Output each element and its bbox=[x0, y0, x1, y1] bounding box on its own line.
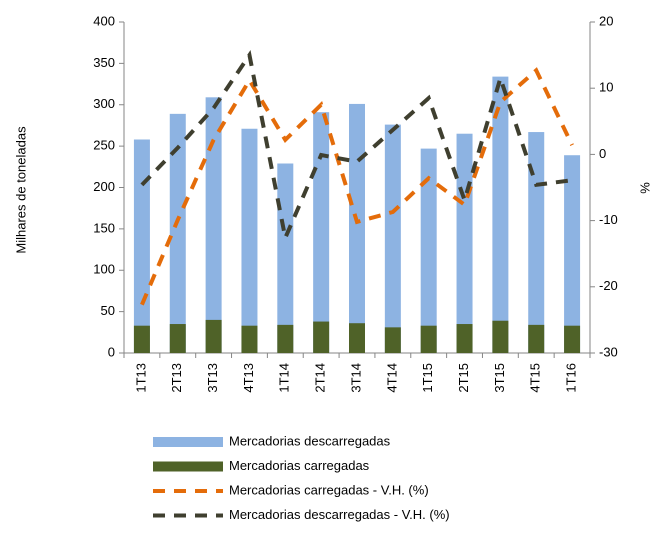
bar bbox=[349, 323, 365, 353]
bar bbox=[492, 76, 509, 354]
x-tick-label: 3T14 bbox=[348, 363, 363, 393]
legend-label: Mercadorias carregadas - V.H. (%) bbox=[229, 482, 429, 497]
bar bbox=[277, 324, 294, 353]
line bbox=[140, 49, 573, 245]
bar bbox=[205, 319, 222, 353]
y2-tick-label: -10 bbox=[599, 212, 618, 227]
x-tick-label: 4T13 bbox=[241, 363, 256, 393]
x-tick-label: 1T13 bbox=[133, 363, 148, 393]
bar bbox=[205, 97, 222, 354]
x-tick-label: 4T14 bbox=[384, 363, 399, 393]
line bbox=[140, 67, 574, 306]
x-tick-label: 2T14 bbox=[313, 363, 328, 393]
bar bbox=[133, 139, 150, 353]
bar bbox=[241, 128, 258, 353]
bar bbox=[456, 133, 473, 353]
bar bbox=[420, 148, 437, 353]
x-tick-label: 3T13 bbox=[205, 363, 220, 393]
x-tick-label: 4T15 bbox=[528, 363, 543, 393]
bar bbox=[169, 113, 186, 353]
y-tick-label: 200 bbox=[93, 179, 115, 194]
bar bbox=[349, 103, 365, 353]
y2-tick-label: 10 bbox=[599, 80, 613, 95]
bar bbox=[384, 327, 401, 353]
y-tick-label: 250 bbox=[93, 138, 115, 153]
bar bbox=[420, 325, 437, 353]
x-tick-label: 1T14 bbox=[277, 363, 292, 393]
bar bbox=[313, 321, 330, 353]
x-tick-label: 2T15 bbox=[456, 363, 471, 393]
x-tick-label: 2T13 bbox=[169, 363, 184, 393]
legend-label: Mercadorias descarregadas - V.H. (%) bbox=[229, 507, 450, 522]
legend-swatch bbox=[153, 461, 223, 472]
bar bbox=[133, 325, 150, 353]
y2-tick-label: -30 bbox=[599, 344, 618, 359]
y-axis-label: Milhares de toneladas bbox=[13, 126, 28, 254]
bar bbox=[528, 132, 545, 353]
y-tick-label: 350 bbox=[93, 55, 115, 70]
bar bbox=[241, 325, 258, 353]
y2-axis-label: % bbox=[637, 182, 652, 194]
bar bbox=[564, 155, 581, 353]
x-tick-label: 1T15 bbox=[420, 363, 435, 393]
y2-tick-label: -20 bbox=[599, 278, 618, 293]
legend-label: Mercadorias carregadas bbox=[229, 458, 370, 473]
y2-tick-label: 0 bbox=[599, 146, 606, 161]
legend-swatch bbox=[153, 437, 223, 447]
bar bbox=[313, 112, 330, 353]
y-tick-label: 0 bbox=[108, 344, 115, 359]
bar bbox=[384, 124, 401, 353]
bar bbox=[528, 324, 545, 353]
bar bbox=[169, 324, 186, 353]
y-tick-label: 150 bbox=[93, 220, 115, 235]
y-tick-label: 50 bbox=[101, 303, 115, 318]
legend-label: Mercadorias descarregadas bbox=[229, 433, 391, 448]
y-tick-label: 400 bbox=[93, 13, 115, 28]
y-tick-label: 300 bbox=[93, 96, 115, 111]
bar bbox=[564, 325, 581, 353]
x-tick-label: 3T15 bbox=[492, 363, 507, 393]
bar bbox=[456, 324, 473, 353]
bar bbox=[277, 163, 294, 353]
bar bbox=[492, 320, 509, 353]
y-tick-label: 100 bbox=[93, 262, 115, 277]
x-tick-label: 1T16 bbox=[564, 363, 579, 393]
y2-tick-label: 20 bbox=[599, 13, 613, 28]
